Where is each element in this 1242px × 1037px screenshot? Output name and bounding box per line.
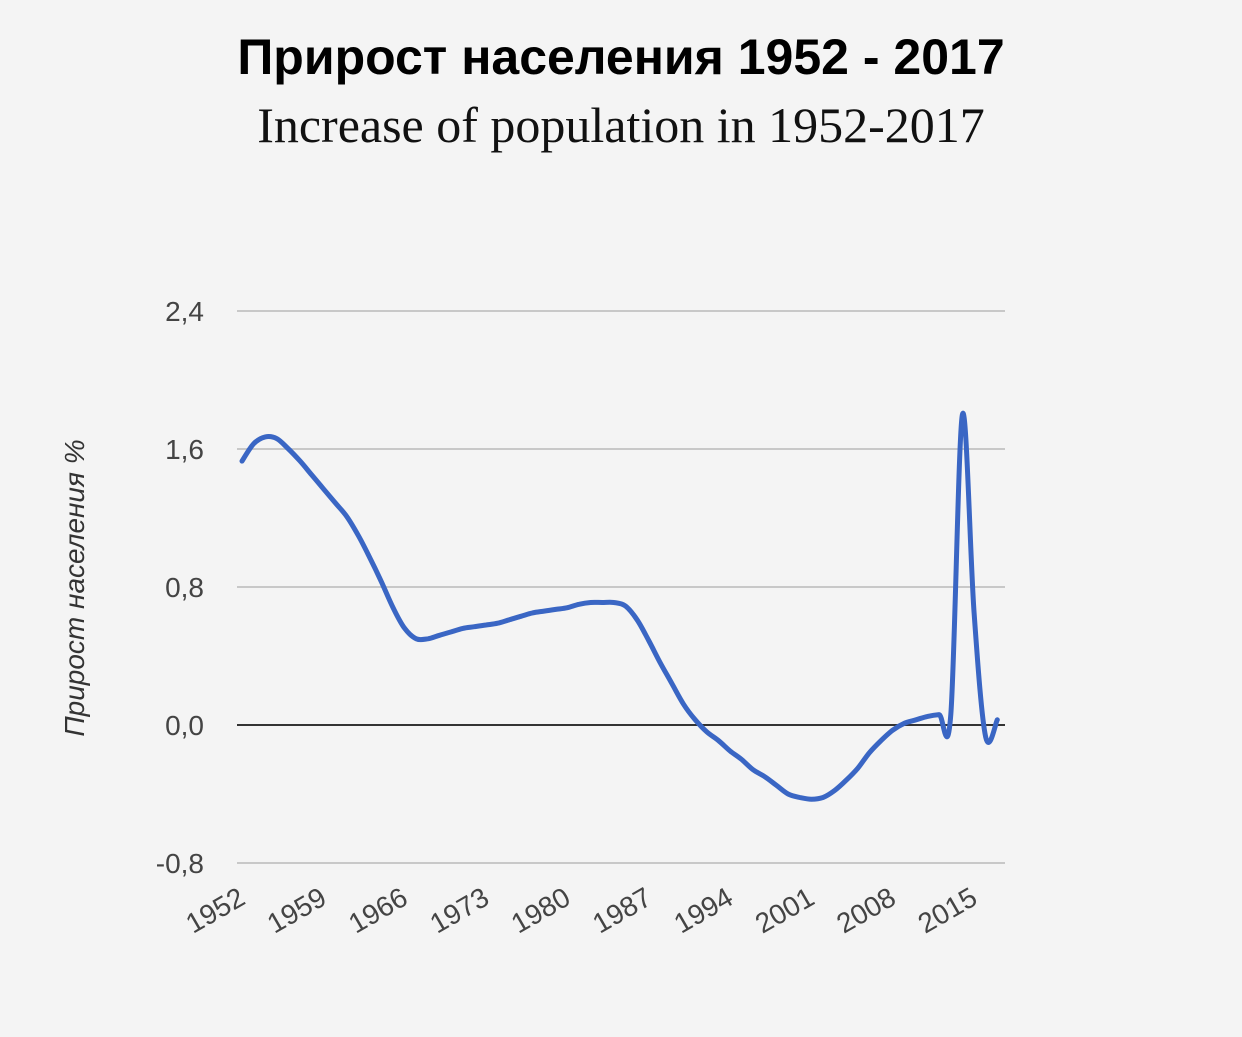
- y-tick-label: 2,4: [165, 296, 204, 327]
- chart-title: Прирост населения 1952 - 2017: [237, 29, 1005, 85]
- x-axis-ticks: 1952 1959 1966 1973 1980 1987 1994 2001 2008 2015: [181, 881, 983, 939]
- x-tick-label: 2008: [831, 881, 900, 939]
- x-tick-label: 2015: [913, 881, 982, 939]
- chart-subtitle: Increase of population in 1952-2017: [257, 97, 985, 153]
- x-tick-label: 1952: [181, 881, 250, 939]
- x-tick-label: 1980: [506, 881, 575, 939]
- x-tick-label: 2001: [750, 881, 819, 939]
- x-tick-label: 1966: [343, 881, 412, 939]
- x-tick-label: 1994: [669, 881, 738, 939]
- series-line: [239, 410, 1000, 802]
- y-tick-label: 0,0: [165, 710, 204, 741]
- y-tick-label: 0,8: [165, 572, 204, 603]
- x-tick-label: 1973: [425, 881, 494, 939]
- y-tick-label: 1,6: [165, 434, 204, 465]
- series-group: [239, 410, 1000, 802]
- y-axis-ticks: 2,4 1,6 0,8 0,0 -0,8: [156, 296, 204, 879]
- y-tick-label: -0,8: [156, 848, 204, 879]
- x-tick-label: 1959: [262, 881, 331, 939]
- x-tick-label: 1987: [587, 881, 656, 939]
- y-axis-label: Прирост населения %: [59, 439, 90, 736]
- gridlines: [237, 310, 1005, 864]
